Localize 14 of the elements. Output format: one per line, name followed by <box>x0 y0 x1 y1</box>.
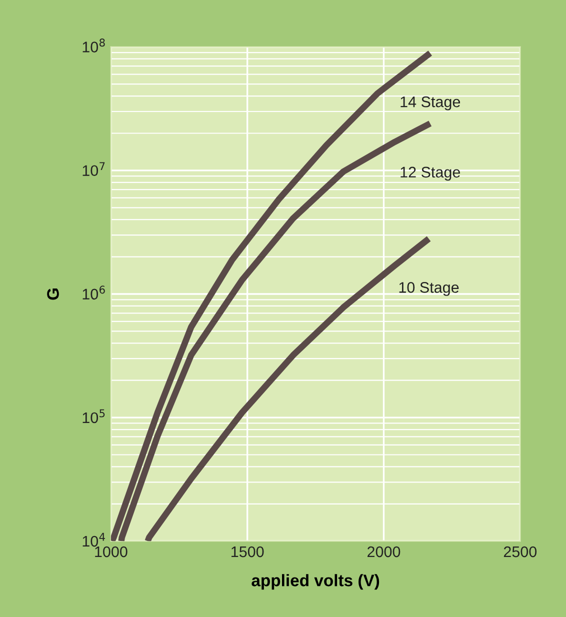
x-tick-label: 1000 <box>95 546 128 558</box>
y-tick-label: 10$^{5}$ <box>82 409 105 424</box>
series-label: 14 Stage <box>400 96 460 110</box>
y-tick-label: 10$^{7}$ <box>82 162 105 176</box>
y-tick-label: 10$^{8}$ <box>82 38 105 52</box>
series-label: 10 Stage <box>399 282 459 296</box>
series-label: 12 Stage <box>400 166 460 181</box>
x-tick-label: 2000 <box>368 546 400 558</box>
x-axis-title: applied volts (V) <box>252 574 380 590</box>
y-tick-label: 10$^{4}$ <box>82 532 105 547</box>
x-tick-label: 1500 <box>232 546 264 558</box>
y-axis-title: G <box>47 288 59 300</box>
y-tick-label: 10$^{6}$ <box>82 286 105 300</box>
x-tick-label: 2500 <box>504 546 537 558</box>
